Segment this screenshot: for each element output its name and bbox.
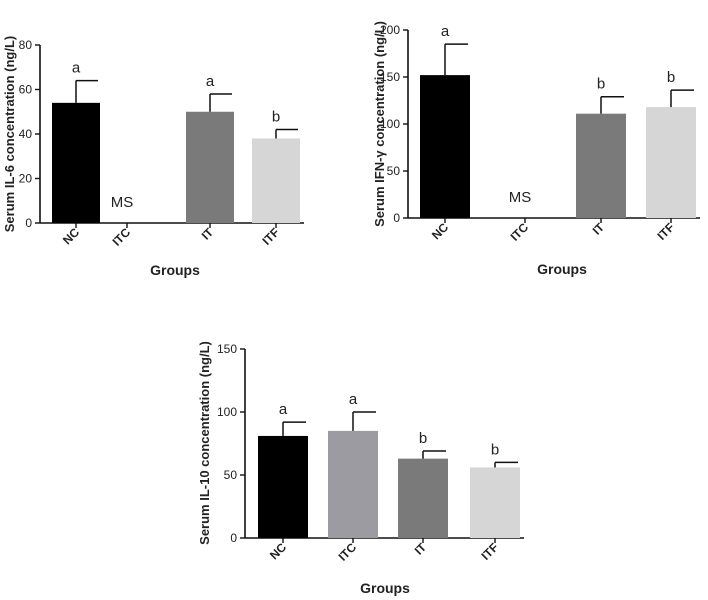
panel2-x-axis-title: Groups (537, 261, 587, 277)
panel3-y-tick-label: 0 (230, 531, 237, 545)
panel2-significance-letter-itf: b (667, 69, 675, 86)
panel2-category-label-itc: ITC (508, 220, 532, 244)
panel2-y-axis-title: Serum IFN-γ concentration (ng/L) (372, 21, 387, 227)
panel1-category-label-it: IT (199, 225, 217, 243)
panel3-y-tick-label: 150 (217, 342, 237, 356)
panel1-category-label-nc: NC (60, 225, 82, 247)
panel1-category-label-itf: ITF (259, 225, 282, 248)
panel2-bar-it (576, 113, 626, 218)
panel3-bar-nc (258, 435, 308, 538)
panel2-y-tick-label: 100 (380, 117, 400, 131)
panel1-note-itc: MS (111, 194, 134, 211)
panel2-significance-letter-it: b (597, 76, 605, 93)
panel3-significance-letter-it: b (419, 430, 427, 447)
panel3-significance-letter-nc: a (279, 401, 288, 418)
panel3-category-label-nc: NC (267, 540, 289, 562)
panel3-bar-itc (328, 430, 378, 538)
panel3-y-tick-label: 50 (224, 468, 238, 482)
panel2-category-label-itf: ITF (654, 220, 677, 243)
panel3-bar-it (398, 458, 448, 538)
panel3-category-label-itf: ITF (478, 540, 501, 563)
panel1-significance-letter-itf: b (272, 109, 280, 126)
panel1-y-tick-label: 80 (19, 38, 33, 52)
panel3-y-tick-label: 100 (217, 405, 237, 419)
panel2-y-tick-label: 150 (380, 70, 400, 84)
panel3-category-label-it: IT (412, 540, 430, 558)
panel1-y-axis-title: Serum IL-6 concentration (ng/L) (2, 36, 17, 232)
panel1-significance-letter-nc: a (72, 60, 81, 77)
panel1-y-tick-label: 40 (19, 127, 33, 141)
panel2-category-label-nc: NC (429, 220, 451, 242)
panel2-note-itc: MS (509, 189, 532, 206)
panel2-category-label-it: IT (590, 220, 608, 238)
panel1-x-axis-title: Groups (150, 262, 200, 278)
panel3-bar-itf (470, 467, 520, 538)
panel1-significance-letter-it: a (206, 73, 215, 90)
panel2-y-tick-label: 200 (380, 23, 400, 37)
panel3-significance-letter-itc: a (349, 391, 358, 408)
panel1-y-tick-label: 20 (19, 172, 33, 186)
panel2-bar-itf (646, 107, 696, 218)
panel1-category-label-itc: ITC (110, 225, 134, 249)
panel3-significance-letter-itf: b (491, 441, 499, 458)
panel1-bar-itf (252, 138, 300, 223)
panel2-y-tick-label: 0 (393, 211, 400, 225)
panel3-x-axis-title: Groups (360, 580, 410, 596)
panel3-y-axis-title: Serum IL-10 concentration (ng/L) (197, 341, 212, 545)
panel3-category-label-itc: ITC (336, 540, 360, 564)
panel2-y-tick-label: 50 (387, 164, 401, 178)
panel1-y-tick-label: 60 (19, 83, 33, 97)
panel2-bar-nc (420, 75, 470, 219)
panel1-bar-it (186, 111, 234, 223)
panel1-bar-nc (52, 102, 100, 223)
panel2-significance-letter-nc: a (441, 23, 450, 40)
panel1-y-tick-label: 0 (25, 216, 32, 230)
